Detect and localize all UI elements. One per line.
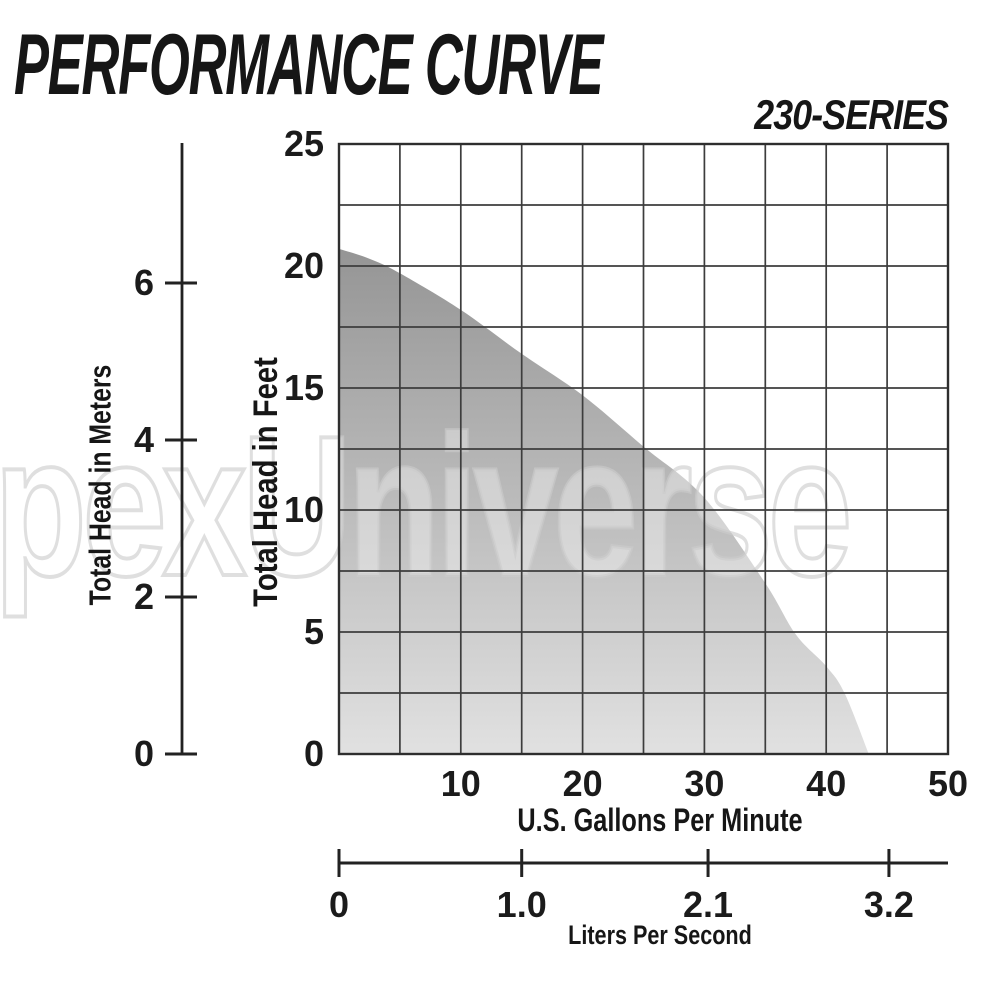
watermark: pexUniverse (0, 394, 848, 618)
feet-tick-label: 25 (284, 123, 324, 164)
grid (337, 142, 950, 756)
feet-tick-label: 5 (304, 611, 324, 652)
gpm-tick-label: 50 (928, 763, 968, 804)
feet-tick-label: 0 (304, 733, 324, 774)
liters-tick-label: 3.2 (864, 884, 914, 925)
gpm-tick-label: 10 (441, 763, 481, 804)
liters-tick-label: 0 (329, 884, 349, 925)
feet-tick-label: 10 (284, 489, 324, 530)
meters-tick-label: 2 (134, 576, 154, 617)
meters-tick-label: 0 (134, 733, 154, 774)
series-label: 230-SERIES (754, 91, 949, 138)
y-axis-title-feet: Total Head in Feet (247, 357, 285, 607)
x-axis-title-gpm: U.S. Gallons Per Minute (517, 802, 803, 838)
gpm-tick-label: 20 (563, 763, 603, 804)
plot-border (337, 142, 950, 756)
gpm-tick-label: 40 (806, 763, 846, 804)
feet-tick-label: 15 (284, 367, 324, 408)
liters-tick-label: 1.0 (497, 884, 547, 925)
meters-tick-label: 4 (134, 419, 154, 460)
pump-curve-area (339, 248, 869, 754)
liters-tick-label: 2.1 (683, 884, 733, 925)
gpm-tick-label: 30 (684, 763, 724, 804)
page-title: PERFORMANCE CURVE (14, 17, 604, 113)
x-axis-title-liters: Liters Per Second (568, 920, 752, 950)
y-axis-title-meters: Total Head in Meters (82, 364, 118, 606)
meters-tick-label: 6 (134, 262, 154, 303)
feet-tick-label: 20 (284, 245, 324, 286)
